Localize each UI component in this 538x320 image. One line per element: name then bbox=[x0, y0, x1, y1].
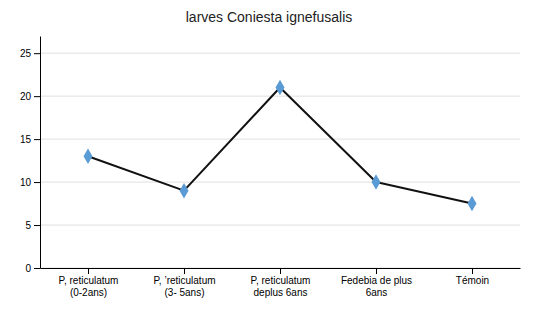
x-tick: Témoin bbox=[456, 268, 489, 286]
marker bbox=[468, 196, 477, 212]
y-tick-label: 5 bbox=[25, 220, 31, 231]
title: larves Coniesta ignefusalis bbox=[186, 9, 353, 25]
grid-line bbox=[40, 139, 520, 140]
x-tick-label: P, reticulatum(0-2ans) bbox=[59, 275, 119, 298]
y-tick-label: 15 bbox=[20, 134, 32, 145]
x-tick-label-line: Témoin bbox=[456, 275, 489, 286]
y-axis: 0 5 10 15 20 25 bbox=[20, 37, 41, 274]
x-tick: Fedebia de plus6ans bbox=[341, 268, 412, 298]
x-tick-label-line: P, reticulatum bbox=[59, 275, 119, 286]
x-tick-label-line: P, reticulatum bbox=[251, 275, 311, 286]
marker bbox=[276, 80, 285, 96]
line bbox=[88, 88, 472, 204]
marker bbox=[84, 149, 93, 165]
grid-line bbox=[40, 182, 520, 183]
series bbox=[84, 80, 477, 212]
grid bbox=[40, 53, 520, 268]
x-tick-mark bbox=[88, 268, 89, 274]
y-tick-mark bbox=[34, 139, 40, 140]
marker bbox=[180, 183, 189, 199]
x-tick: P, reticulatum(0-2ans) bbox=[59, 268, 119, 298]
y-tick-mark bbox=[34, 268, 40, 269]
y-tick: 15 bbox=[20, 134, 40, 145]
x-axis: P, reticulatum(0-2ans)P, ’reticulatum(3-… bbox=[41, 268, 521, 298]
x-tick-label: P, ’reticulatum(3- 5ans) bbox=[153, 275, 215, 298]
y-tick-label: 20 bbox=[20, 91, 32, 102]
marker bbox=[372, 174, 381, 190]
x-tick-label-line: (0-2ans) bbox=[70, 287, 107, 298]
x-tick-label: Témoin bbox=[456, 275, 489, 286]
x-tick: P, reticulatumdeplus 6ans bbox=[251, 268, 311, 298]
x-tick-label-line: Fedebia de plus bbox=[341, 275, 412, 286]
y-tick-mark bbox=[34, 53, 40, 54]
plot: 0510152025P, reticulatum(0-2ans)P, ’reti… bbox=[20, 37, 521, 299]
y-tick-mark bbox=[34, 96, 40, 97]
x-tick-label-line: (3- 5ans) bbox=[164, 287, 204, 298]
grid-line bbox=[40, 225, 520, 226]
y-tick-mark bbox=[34, 182, 40, 183]
y-tick-mark bbox=[34, 225, 40, 226]
x-tick: P, ’reticulatum(3- 5ans) bbox=[153, 268, 215, 298]
y-tick: 25 bbox=[20, 48, 40, 59]
x-tick-label-line: P, ’reticulatum bbox=[153, 275, 215, 286]
x-tick-label-line: deplus 6ans bbox=[254, 287, 308, 298]
y-tick: 10 bbox=[20, 177, 40, 188]
y-tick: 20 bbox=[20, 91, 40, 102]
grid-line bbox=[40, 96, 520, 97]
chart: larves Coniesta ignefusalis 0 5 10 15 20 25 P, … bbox=[0, 0, 538, 320]
y-axis-line bbox=[40, 37, 41, 269]
x-tick-mark bbox=[184, 268, 185, 274]
x-tick-label: P, reticulatumdeplus 6ans bbox=[251, 275, 311, 298]
x-tick-mark bbox=[472, 268, 473, 274]
y-tick-label: 25 bbox=[20, 48, 32, 59]
y-tick: 0 bbox=[25, 263, 40, 274]
y-tick: 5 bbox=[25, 220, 40, 231]
y-tick-label: 0 bbox=[25, 263, 31, 274]
y-tick-label: 10 bbox=[20, 177, 32, 188]
grid-line bbox=[40, 53, 520, 54]
x-tick-label-line: 6ans bbox=[366, 287, 388, 298]
x-tick-mark bbox=[280, 268, 281, 274]
x-tick-label: Fedebia de plus6ans bbox=[341, 275, 412, 298]
x-tick-mark bbox=[376, 268, 377, 274]
